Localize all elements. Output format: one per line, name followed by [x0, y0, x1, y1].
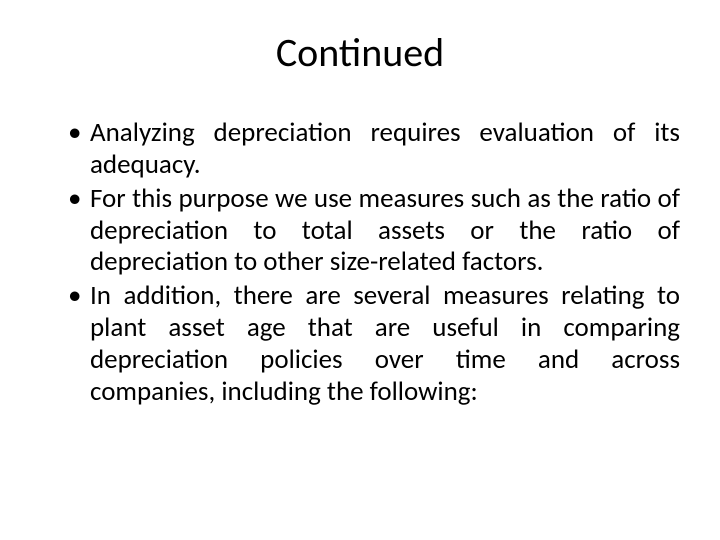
bullet-item: In addition, there are several measures … [68, 280, 680, 407]
slide-title: Continued [40, 28, 680, 77]
bullet-item: For this purpose we use measures such as… [68, 183, 680, 279]
slide: Continued Analyzing depreciation require… [0, 0, 720, 540]
bullet-item: Analyzing depreciation requires evaluati… [68, 117, 680, 181]
bullet-list: Analyzing depreciation requires evaluati… [40, 117, 680, 408]
slide-body: Analyzing depreciation requires evaluati… [40, 117, 680, 408]
